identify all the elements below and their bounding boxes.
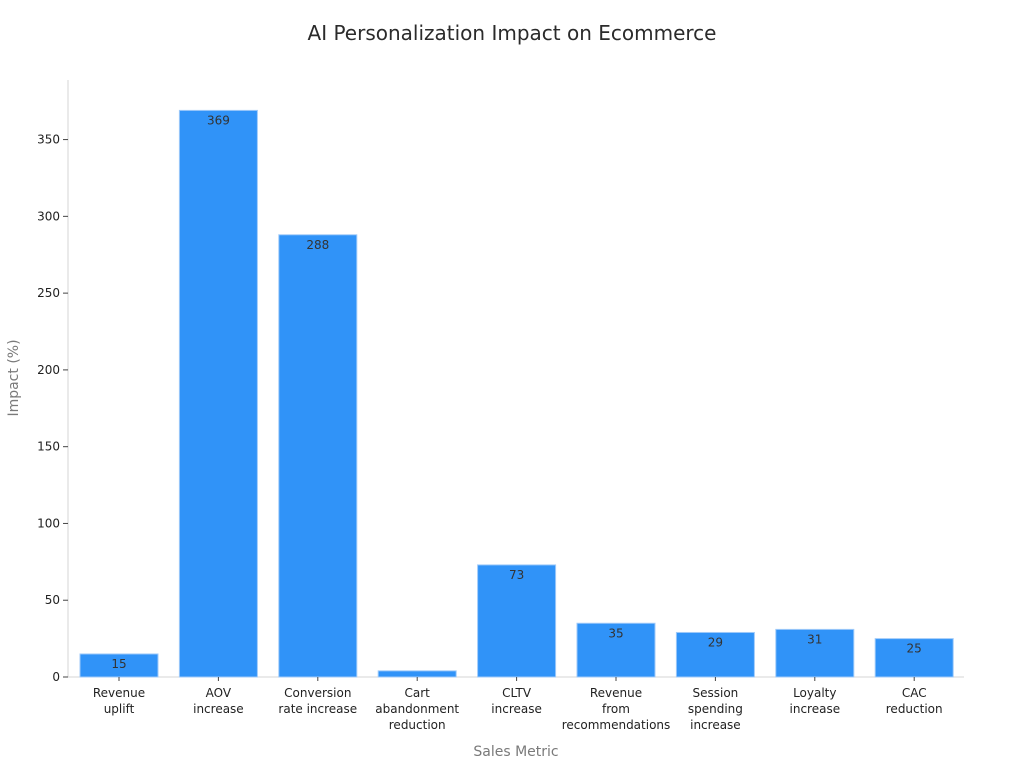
x-tick-label-line: AOV [206,686,232,700]
x-tick-label-line: abandonment [375,702,459,716]
bar-data-label: 29 [708,635,723,649]
x-tick-label-line: Session [693,686,739,700]
bar-data-label: 15 [111,657,126,671]
bar [278,234,358,678]
x-tick-label-line: rate increase [278,702,357,716]
x-tick-label: Revenue uplift [93,686,145,716]
x-tick-label-line: from [602,702,630,716]
y-tick-label: 150 [37,440,60,454]
bar-data-label: 369 [207,113,230,127]
y-axis-label: Impact (%) [6,339,22,416]
x-tick-label: Conversion rate increase [278,686,357,716]
x-tick-label-line: reduction [389,718,446,732]
bar [477,564,557,678]
x-tick-label: Session spending increase [688,686,743,732]
y-ticks: 0 50 100 150 200 250 300 350 [37,133,68,684]
x-tick-label-line: increase [690,718,741,732]
bars [79,109,954,678]
x-tick-label-line: CAC [902,686,927,700]
x-tick-label-line: uplift [104,702,135,716]
x-tick-labels: Revenue uplift AOV increase Conversion rate i… [93,677,943,732]
bar-data-labels: 15 369 288 73 35 29 31 25 [111,113,921,671]
x-tick-label-line: Loyalty [793,686,836,700]
y-tick-label: 0 [52,670,60,684]
x-tick-label: Cart abandonment reduction [375,686,459,732]
x-tick-label-line: CLTV [502,686,532,700]
y-tick-label: 250 [37,286,60,300]
x-tick-label-line: spending [688,702,743,716]
bar-data-label: 288 [306,238,329,252]
x-tick-label: CLTV increase [491,686,542,716]
x-tick-label-line: Revenue [590,686,642,700]
y-tick-label: 200 [37,363,60,377]
y-tick-label: 350 [37,133,60,147]
bar [675,631,755,678]
x-tick-label-line: Cart [405,686,431,700]
bar-data-label: 31 [807,632,822,646]
bar [178,109,258,678]
x-tick-label-line: Revenue [93,686,145,700]
y-tick-label: 100 [37,516,60,530]
x-tick-label: AOV increase [193,686,244,716]
x-tick-label-line: recommendations [562,718,671,732]
chart-title: AI Personalization Impact on Ecommerce [308,21,717,45]
x-tick-label-line: reduction [886,702,943,716]
bar-data-label: 73 [509,568,524,582]
x-tick-label-line: increase [491,702,542,716]
x-tick-label-line: increase [790,702,841,716]
bar-data-label: 35 [608,626,623,640]
x-tick-label-line: Conversion [284,686,351,700]
y-tick-label: 50 [45,593,60,607]
y-tick-label: 300 [37,209,60,223]
x-tick-label: CAC reduction [886,686,943,716]
bar [874,638,954,678]
bar-data-label: 25 [907,642,922,656]
x-tick-label: Loyalty increase [790,686,841,716]
x-tick-label-line: increase [193,702,244,716]
x-axis-label: Sales Metric [473,744,558,760]
bar [377,670,457,678]
x-tick-label: Revenue from recommendations [562,686,671,732]
